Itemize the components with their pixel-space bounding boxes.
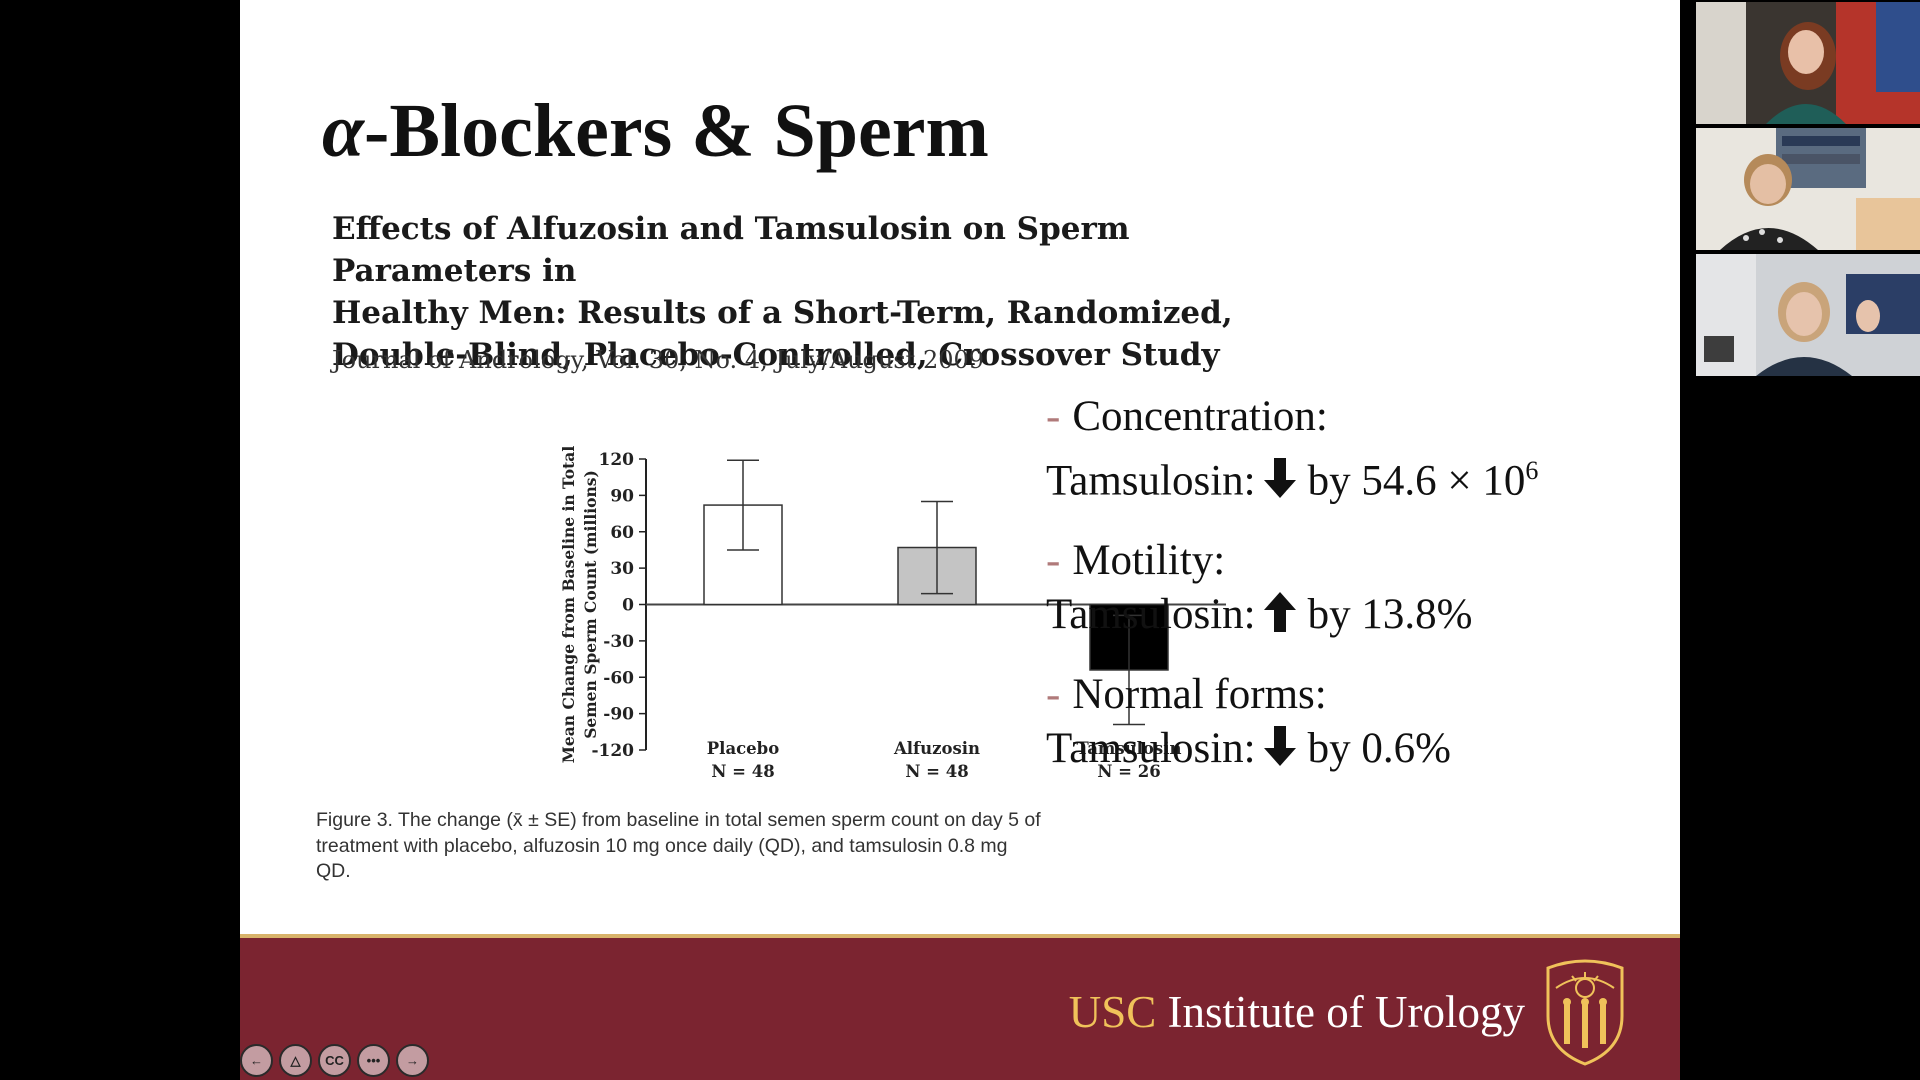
y-tick-label: -60: [603, 668, 634, 688]
y-tick-label: 0: [622, 596, 634, 616]
bullet-dash: -: [1046, 671, 1061, 719]
category-label: Tamsulosin: [1077, 739, 1182, 758]
arrow-up-icon: [1263, 592, 1296, 633]
sperm-count-bar-chart: Mean Change from Baseline in Total Semen …: [559, 446, 1226, 781]
participant-video-tile[interactable]: [1696, 128, 1920, 250]
arrow-down-icon: [1263, 726, 1296, 767]
finding-heading: Concentration:: [1072, 393, 1328, 440]
category-n-label: N = 26: [1097, 762, 1160, 781]
bullet-dash: -: [1046, 537, 1061, 585]
paper-title-line: Healthy Men: Results of a Short-Term, Ra…: [332, 295, 1233, 331]
y-tick-label: 60: [610, 523, 634, 543]
bullet-dash: -: [1046, 393, 1061, 440]
finding-drug: Tamsulosin:: [1046, 725, 1256, 773]
slide-title: α-Blockers & Sperm: [322, 88, 989, 175]
category-n-label: N = 48: [711, 762, 774, 781]
findings-list: - Concentration: Tamsulosin: by 54.6 × 106…: [1046, 390, 1666, 802]
more-options-button[interactable]: •••: [357, 1044, 390, 1077]
paper-title-line: Double-Blind, Placebo-Controlled, Crosso…: [332, 337, 1220, 373]
finding-drug: Tamsulosin:: [1046, 457, 1256, 505]
finding-value: by 54.6 × 10: [1307, 457, 1526, 505]
footer-usc: USC: [1068, 987, 1157, 1037]
slideshow-controls: ← △ CC ••• →: [240, 1044, 429, 1077]
finding-exponent: 6: [1525, 456, 1539, 485]
paper-title: Effects of Alfuzosin and Tamsulosin on S…: [332, 208, 1332, 376]
y-tick-label: -120: [591, 741, 634, 761]
participant-video-tile[interactable]: [1696, 2, 1920, 124]
finding-value: by 13.8%: [1307, 591, 1473, 639]
previous-slide-button[interactable]: ←: [240, 1044, 273, 1077]
finding-motility: - Motility: Tamsulosin: by 13.8%: [1046, 534, 1666, 642]
pointer-tool-button[interactable]: △: [279, 1044, 312, 1077]
finding-drug: Tamsulosin:: [1046, 591, 1256, 639]
category-label: Placebo: [707, 739, 779, 758]
paper-title-line: Effects of Alfuzosin and Tamsulosin on S…: [332, 211, 1130, 289]
captions-button[interactable]: CC: [318, 1044, 351, 1077]
y-tick-label: 120: [599, 450, 635, 470]
title-alpha-symbol: α: [322, 89, 365, 173]
y-tick-label: -90: [603, 705, 634, 725]
participant-video-strip: [1696, 0, 1920, 378]
category-n-label: N = 48: [905, 762, 968, 781]
y-axis-label: Semen Sperm Count (millions): [581, 470, 600, 739]
usc-seal-icon: [1546, 959, 1624, 1066]
footer-institution: USC Institute of Urology: [1069, 986, 1525, 1038]
y-axis-label: Mean Change from Baseline in Total: [559, 446, 578, 764]
category-label: Alfuzosin: [893, 739, 980, 758]
participant-video-3-icon: [1696, 254, 1920, 376]
participant-video-1-icon: [1696, 2, 1920, 124]
footer-institute: Institute of Urology: [1167, 987, 1525, 1037]
journal-citation: Journal of Andrology, Vol. 30, No. 4, Ju…: [332, 346, 985, 374]
slide-footer: USC Institute of Urology: [240, 934, 1680, 1080]
finding-concentration: - Concentration: Tamsulosin: by 54.6 × 106: [1046, 390, 1666, 508]
title-text: -Blockers & Sperm: [364, 89, 989, 173]
finding-heading: Motility:: [1072, 537, 1226, 585]
y-tick-label: 90: [610, 486, 634, 506]
next-slide-button[interactable]: →: [396, 1044, 429, 1077]
participant-video-2-icon: [1696, 128, 1920, 250]
figure-caption: Figure 3. The change (x̄ ± SE) from base…: [316, 809, 1041, 882]
finding-heading: Normal forms:: [1072, 671, 1327, 719]
finding-normal-forms: - Normal forms: Tamsulosin: by 0.6%: [1046, 668, 1666, 776]
participant-video-tile[interactable]: [1696, 254, 1920, 376]
finding-value: by 0.6%: [1307, 725, 1451, 773]
arrow-down-icon: [1263, 458, 1296, 499]
y-tick-label: -30: [603, 632, 634, 652]
presentation-slide: α-Blockers & Sperm Effects of Alfuzosin …: [240, 0, 1680, 1080]
y-tick-label: 30: [610, 559, 634, 579]
